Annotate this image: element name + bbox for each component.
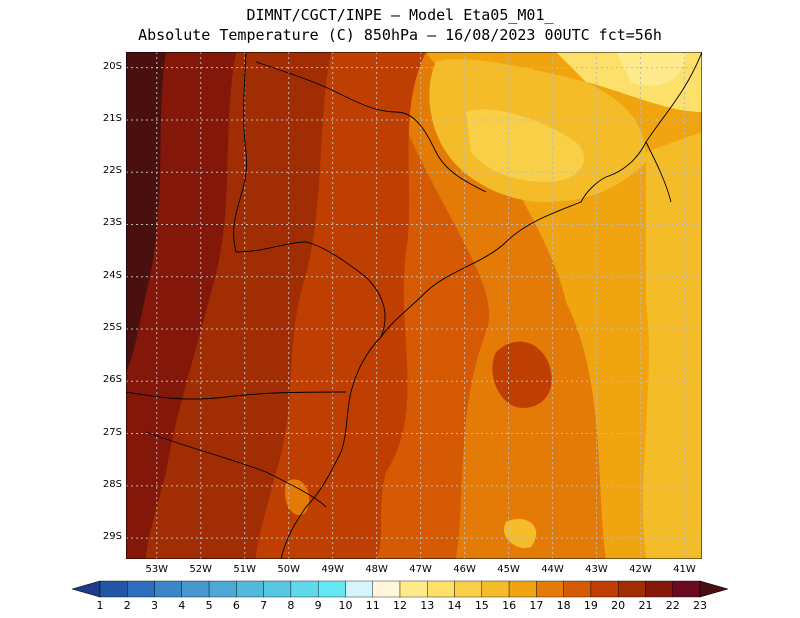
state-border-rj-mg: [645, 141, 672, 203]
colorbar-cell: [181, 580, 210, 598]
colorbar-label: 15: [474, 599, 489, 612]
colorbar-label: 13: [420, 599, 435, 612]
lat-label-21s: 21S: [102, 112, 122, 124]
lon-label-44w: 44W: [541, 564, 564, 575]
boundaries: [126, 52, 702, 559]
colorbar-cell: [372, 580, 401, 598]
lon-label-43w: 43W: [585, 564, 608, 575]
colorbar-label: 11: [365, 599, 380, 612]
colorbar-cell: [645, 580, 673, 598]
lon-label-48w: 48W: [365, 564, 388, 575]
coastline: [280, 52, 702, 559]
lon-label-52w: 52W: [189, 564, 213, 575]
colorbar-cell: [399, 580, 428, 598]
colorbar-cell: [427, 580, 455, 598]
lon-label-47w: 47W: [409, 564, 432, 575]
field-17: [426, 52, 702, 559]
colorbar-label: 12: [393, 599, 407, 612]
colorbar-label: 22: [665, 599, 680, 612]
lat-label-23s: 23S: [102, 217, 122, 229]
field-13: [616, 52, 686, 86]
state-border-sp-mg: [255, 61, 487, 193]
colorbar: [72, 580, 728, 598]
colorbar-label: 8: [287, 599, 295, 612]
map-title-line2: Absolute Temperature (C) 850hPa – 16/08/…: [138, 26, 662, 44]
colorbar-cell: [481, 580, 510, 598]
colorbar-cell: [617, 580, 646, 598]
colorbar-label: 1: [96, 599, 104, 612]
colorbar-label: 2: [123, 599, 131, 612]
colorbar-label: 6: [232, 599, 240, 612]
field-15: [466, 109, 585, 182]
colorbar-label: 21: [638, 599, 653, 612]
lon-label-46w: 46W: [453, 564, 476, 575]
lon-label-42w: 42W: [629, 564, 652, 575]
field-18-south: [285, 479, 310, 516]
colorbar-cell: [290, 580, 319, 598]
colorbar-cell: [208, 580, 237, 598]
state-border-pr-sc: [126, 391, 347, 400]
map-title-line1: DIMNT/CGCT/INPE – Model Eta05_M01_: [246, 6, 554, 24]
colorbar-label: 23: [693, 599, 707, 612]
colorbar-cell: [508, 580, 537, 598]
lat-label-22s: 22S: [102, 165, 122, 177]
colorbar-cell: [536, 580, 564, 598]
lon-label-41w: 41W: [673, 564, 696, 575]
colorbar-cell: [127, 580, 155, 598]
colorbar-label: 20: [611, 599, 626, 612]
graticule: [126, 52, 702, 559]
field-20-offshore: [492, 341, 552, 408]
colorbar-label: 4: [178, 599, 186, 612]
colorbar-arrow-low: [72, 580, 101, 598]
colorbar-label: 5: [205, 599, 213, 612]
lat-label-29s: 29S: [102, 531, 122, 543]
colorbar-cell: [154, 580, 183, 598]
lat-label-26s: 26S: [102, 374, 122, 386]
lon-label-50w: 50W: [277, 564, 300, 575]
lat-label-20s: 20S: [102, 60, 122, 72]
field-23: [126, 52, 166, 372]
colorbar-label: 14: [447, 599, 462, 612]
colorbar-label: 19: [583, 599, 598, 612]
colorbar-label: 18: [556, 599, 571, 612]
colorbar-label: 3: [151, 599, 159, 612]
colorbar-cell: [590, 580, 619, 598]
state-border-pr-sp: [235, 241, 386, 338]
colorbar-arrow-high: [699, 580, 728, 598]
lon-label-53w: 53W: [145, 564, 169, 575]
field-16-south: [504, 518, 537, 548]
lon-label-49w: 49W: [321, 564, 344, 575]
lat-label-27s: 27S: [102, 426, 122, 438]
colorbar-cell: [563, 580, 592, 598]
colorbar-label: 17: [529, 599, 544, 612]
lat-label-28s: 28S: [102, 478, 122, 490]
colorbar-cell: [263, 580, 292, 598]
colorbar-label: 10: [338, 599, 353, 612]
temperature-field: [126, 52, 702, 559]
lat-label-24s: 24S: [102, 269, 122, 281]
lon-label-45w: 45W: [497, 564, 520, 575]
state-border-sc-rs: [145, 431, 327, 508]
colorbar-cell: [317, 580, 346, 598]
state-border-ms: [233, 52, 248, 253]
colorbar-cell: [236, 580, 264, 598]
colorbar-cell: [345, 580, 373, 598]
lon-label-51w: 51W: [233, 564, 257, 575]
colorbar-label: 9: [314, 599, 322, 612]
lat-label-25s: 25S: [102, 322, 122, 334]
colorbar-cell: [672, 580, 701, 598]
temperature-map: [126, 52, 702, 559]
colorbar-cell: [99, 580, 128, 598]
colorbar-label: 7: [260, 599, 268, 612]
colorbar-cell: [454, 580, 483, 598]
colorbar-label: 16: [502, 599, 517, 612]
field-16-east: [643, 132, 702, 559]
